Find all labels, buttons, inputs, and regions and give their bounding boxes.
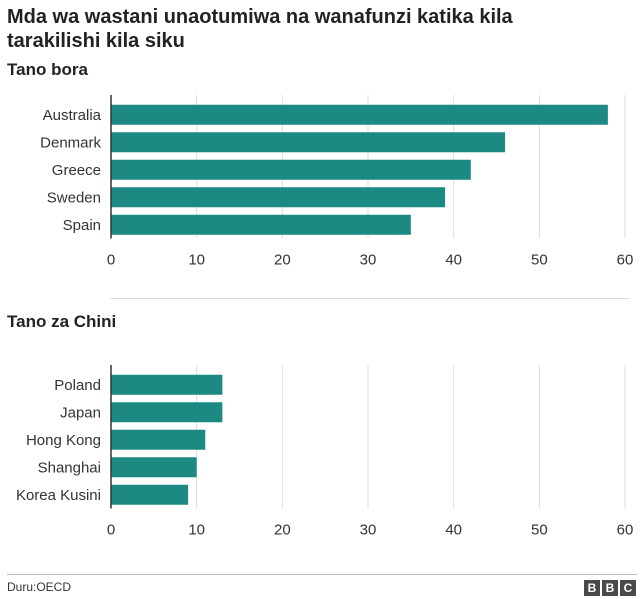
bottom-five-category-label: Shanghai (38, 459, 101, 476)
top-five-tick-label: 20 (274, 252, 291, 269)
bottom-five-tick-label: 50 (531, 522, 548, 539)
top-five-tick-label: 0 (107, 252, 115, 269)
bottom-five-tick-label: 10 (188, 522, 205, 539)
bottom-five-tick-label: 60 (617, 522, 634, 539)
top-five-chart: 0 10 20 30 40 50 60 Australia Denmark Greece Swede… (40, 95, 634, 269)
footer-divider (7, 574, 637, 575)
top-five-subtitle: Tano bora (7, 60, 88, 79)
bottom-five-bar (111, 402, 223, 423)
bottom-five-tick-label: 20 (274, 522, 291, 539)
section-divider (110, 298, 630, 299)
source-note: Duru:OECD (7, 580, 72, 594)
bottom-five-tick-label: 30 (360, 522, 377, 539)
bottom-five-bar (111, 429, 206, 450)
top-five-bar (111, 187, 446, 208)
bottom-five-chart: 0 10 20 30 40 50 60 Poland Japan Hong Kong Shangha… (16, 365, 634, 539)
chart-title: Mda wa wastani unaotumiwa na wanafunzi k… (7, 6, 513, 52)
top-five-bar (111, 214, 411, 235)
bottom-five-bar (111, 374, 223, 395)
bbc-logo-letter-1: B (584, 580, 600, 596)
bbc-logo-letter-3: C (620, 580, 636, 596)
bottom-five-tick-label: 0 (107, 522, 115, 539)
bottom-five-bar (111, 457, 197, 478)
bbc-logo: B B C (584, 580, 636, 596)
top-five-category-label: Spain (63, 217, 101, 234)
top-five-bar (111, 159, 471, 180)
bottom-five-category-label: Korea Kusini (16, 487, 101, 504)
top-five-tick-label: 10 (188, 252, 205, 269)
top-five-category-label: Australia (43, 107, 102, 124)
bbc-logo-letter-2: B (602, 580, 618, 596)
top-five-category-label: Sweden (47, 189, 101, 206)
top-five-tick-label: 50 (531, 252, 548, 269)
bottom-five-category-label: Japan (60, 404, 101, 421)
top-five-tick-label: 60 (617, 252, 634, 269)
bottom-five-subtitle: Tano za Chini (7, 312, 117, 331)
bottom-five-tick-label: 40 (445, 522, 462, 539)
top-five-bar (111, 132, 506, 153)
top-five-tick-label: 30 (360, 252, 377, 269)
bottom-five-category-label: Hong Kong (26, 432, 101, 449)
bottom-five-category-label: Poland (54, 377, 101, 394)
bottom-five-bar (111, 484, 189, 505)
top-five-bar (111, 104, 608, 125)
top-five-tick-label: 40 (445, 252, 462, 269)
top-five-category-label: Greece (52, 162, 101, 179)
top-five-category-label: Denmark (40, 134, 101, 151)
